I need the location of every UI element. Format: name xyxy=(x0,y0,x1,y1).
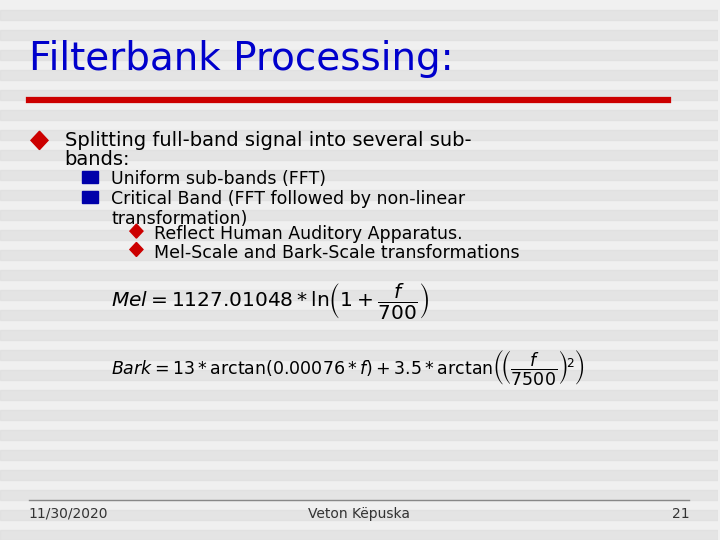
Bar xyxy=(0,290,718,300)
Bar xyxy=(0,390,718,400)
Text: Reflect Human Auditory Apparatus.: Reflect Human Auditory Apparatus. xyxy=(154,225,463,243)
Text: Uniform sub-bands (FFT): Uniform sub-bands (FFT) xyxy=(112,170,326,188)
Bar xyxy=(0,350,718,360)
Text: transformation): transformation) xyxy=(112,210,248,227)
Bar xyxy=(0,170,718,180)
Polygon shape xyxy=(82,171,98,183)
Text: Veton Këpuska: Veton Këpuska xyxy=(308,507,410,521)
Text: Filterbank Processing:: Filterbank Processing: xyxy=(29,40,454,78)
Bar xyxy=(0,210,718,220)
Text: 21: 21 xyxy=(672,507,689,521)
Bar xyxy=(0,250,718,260)
Polygon shape xyxy=(31,131,48,150)
Bar xyxy=(0,10,718,20)
Bar xyxy=(0,190,718,200)
Bar xyxy=(0,70,718,80)
Bar xyxy=(0,90,718,100)
Bar xyxy=(0,490,718,500)
Bar xyxy=(0,370,718,380)
Text: Critical Band (FFT followed by non-linear: Critical Band (FFT followed by non-linea… xyxy=(112,190,465,208)
Polygon shape xyxy=(130,242,143,256)
Text: 11/30/2020: 11/30/2020 xyxy=(29,507,108,521)
Bar xyxy=(0,470,718,480)
Bar xyxy=(0,110,718,120)
Polygon shape xyxy=(130,224,143,238)
Bar xyxy=(0,150,718,160)
Bar xyxy=(0,410,718,420)
Polygon shape xyxy=(82,191,98,203)
Text: Mel-Scale and Bark-Scale transformations: Mel-Scale and Bark-Scale transformations xyxy=(154,244,520,261)
Text: $\mathit{Bark} = 13 * \arctan\!\left(0.00076 * f\right) + 3.5 * \arctan\!\left(\: $\mathit{Bark} = 13 * \arctan\!\left(0.0… xyxy=(112,348,585,387)
Bar xyxy=(0,30,718,40)
Bar xyxy=(0,530,718,540)
Bar xyxy=(0,450,718,460)
Bar xyxy=(0,270,718,280)
Bar xyxy=(0,130,718,140)
Text: bands:: bands: xyxy=(65,150,130,169)
Bar xyxy=(0,330,718,340)
Bar xyxy=(0,430,718,440)
Bar xyxy=(0,230,718,240)
Bar xyxy=(0,510,718,520)
Bar xyxy=(0,50,718,60)
Text: $\mathit{Mel} = 1127.01048 * \ln\!\left(1 + \dfrac{f}{700}\right)$: $\mathit{Mel} = 1127.01048 * \ln\!\left(… xyxy=(112,281,430,321)
Text: Splitting full-band signal into several sub-: Splitting full-band signal into several … xyxy=(65,131,472,150)
Bar xyxy=(0,310,718,320)
